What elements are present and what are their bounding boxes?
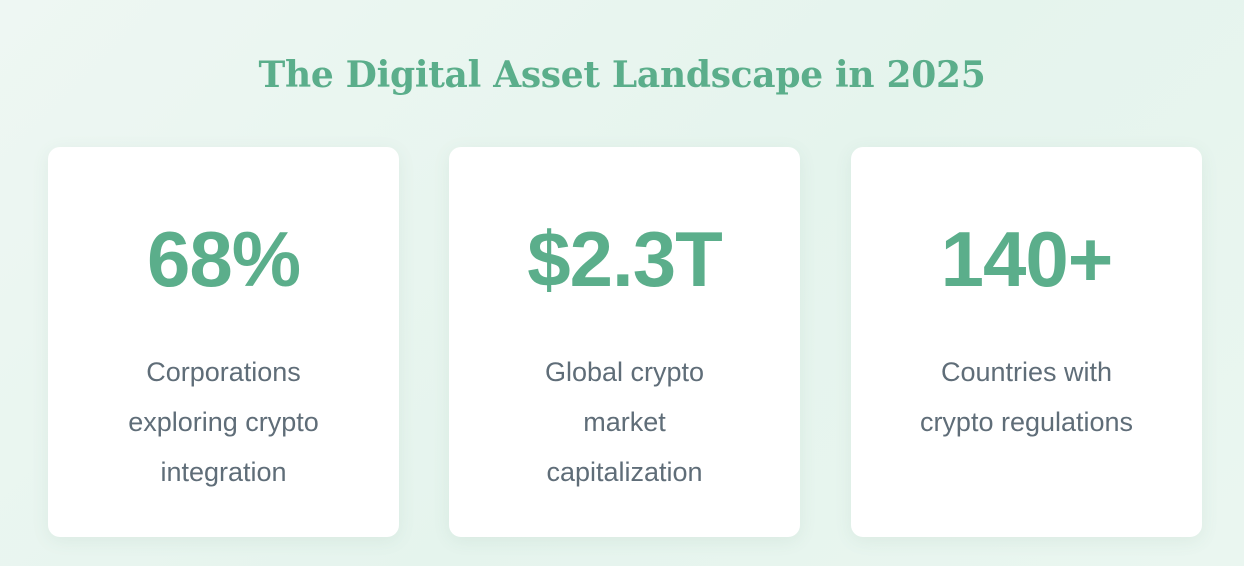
page-title: The Digital Asset Landscape in 2025 <box>258 54 986 96</box>
stat-card-countries: 140+ Countries with crypto regulations <box>851 147 1202 537</box>
stat-value: $2.3T <box>527 215 722 303</box>
stat-card-corporations: 68% Corporations exploring crypto integr… <box>48 147 399 537</box>
stat-label: Countries with crypto regulations <box>919 357 1134 437</box>
stat-cards: 68% Corporations exploring crypto integr… <box>48 147 1202 537</box>
stat-label: Corporations exploring crypto integratio… <box>128 357 319 487</box>
stat-label: Global crypto market capitalization <box>544 357 705 487</box>
stat-value: 68% <box>146 215 301 303</box>
stat-card-market-cap: $2.3T Global crypto market capitalizatio… <box>449 147 800 537</box>
stat-value: 140+ <box>940 215 1114 303</box>
